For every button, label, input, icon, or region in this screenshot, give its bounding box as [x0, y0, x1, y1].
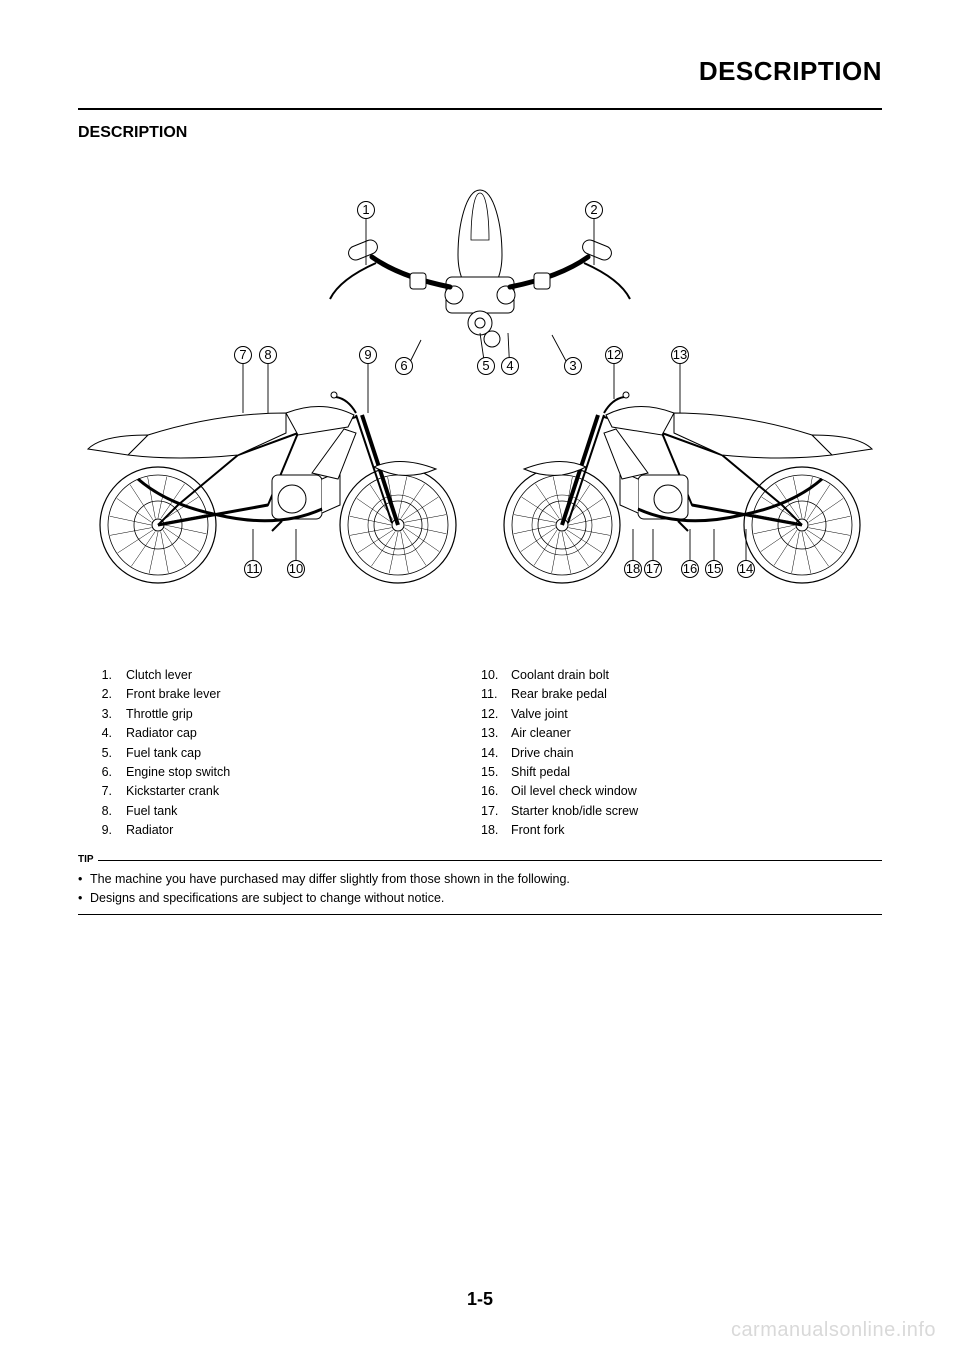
svg-text:9: 9: [364, 347, 371, 362]
callout-10: 10: [288, 529, 305, 578]
section-heading: DESCRIPTION: [78, 124, 187, 142]
legend: 1.Clutch lever2.Front brake lever3.Throt…: [96, 666, 866, 840]
legend-item: 9.Radiator: [96, 821, 481, 840]
callout-12: 12: [606, 347, 623, 400]
legend-text: Front fork: [511, 821, 565, 840]
tip-bullet: •Designs and specifications are subject …: [78, 889, 882, 908]
legend-num: 15.: [481, 763, 511, 782]
legend-text: Shift pedal: [511, 763, 570, 782]
diagram: 127896543121311101817161514: [78, 165, 882, 645]
legend-text: Front brake lever: [126, 685, 220, 704]
legend-item: 17.Starter knob/idle screw: [481, 802, 866, 821]
callout-18: 18: [625, 529, 642, 578]
tip-bullet: •The machine you have purchased may diff…: [78, 870, 882, 889]
legend-num: 18.: [481, 821, 511, 840]
legend-text: Drive chain: [511, 744, 574, 763]
legend-item: 8.Fuel tank: [96, 802, 481, 821]
svg-text:1: 1: [362, 202, 369, 217]
legend-item: 16.Oil level check window: [481, 782, 866, 801]
callout-17: 17: [645, 529, 662, 578]
legend-text: Engine stop switch: [126, 763, 230, 782]
legend-num: 10.: [481, 666, 511, 685]
svg-text:11: 11: [246, 561, 260, 576]
callout-7: 7: [235, 347, 252, 414]
legend-item: 12.Valve joint: [481, 705, 866, 724]
page-title-right: DESCRIPTION: [699, 56, 882, 87]
legend-text: Radiator: [126, 821, 173, 840]
svg-text:14: 14: [739, 561, 753, 576]
callout-15: 15: [706, 529, 723, 578]
legend-num: 12.: [481, 705, 511, 724]
callout-4: 4: [502, 333, 519, 375]
legend-num: 6.: [96, 763, 126, 782]
legend-num: 1.: [96, 666, 126, 685]
svg-text:10: 10: [289, 561, 303, 576]
tip-label: TIP: [78, 854, 98, 865]
svg-text:4: 4: [506, 358, 513, 373]
legend-text: Oil level check window: [511, 782, 637, 801]
callout-8: 8: [260, 347, 277, 414]
legend-item: 6.Engine stop switch: [96, 763, 481, 782]
svg-text:15: 15: [707, 561, 721, 576]
callout-6: 6: [396, 340, 422, 375]
legend-num: 13.: [481, 724, 511, 743]
legend-num: 16.: [481, 782, 511, 801]
svg-text:7: 7: [239, 347, 246, 362]
legend-num: 17.: [481, 802, 511, 821]
svg-text:5: 5: [482, 358, 489, 373]
callout-13: 13: [672, 347, 689, 414]
page-number: 1-5: [0, 1289, 960, 1310]
legend-text: Air cleaner: [511, 724, 571, 743]
svg-text:16: 16: [683, 561, 697, 576]
legend-item: 14.Drive chain: [481, 744, 866, 763]
legend-text: Kickstarter crank: [126, 782, 219, 801]
svg-text:18: 18: [626, 561, 640, 576]
svg-text:2: 2: [590, 202, 597, 217]
legend-num: 8.: [96, 802, 126, 821]
legend-text: Clutch lever: [126, 666, 192, 685]
legend-text: Fuel tank cap: [126, 744, 201, 763]
svg-text:6: 6: [400, 358, 407, 373]
tip-rule-bottom: [78, 914, 882, 915]
watermark: carmanualsonline.info: [731, 1319, 936, 1342]
legend-item: 4.Radiator cap: [96, 724, 481, 743]
legend-item: 5.Fuel tank cap: [96, 744, 481, 763]
svg-text:12: 12: [607, 347, 621, 362]
legend-num: 14.: [481, 744, 511, 763]
legend-item: 3.Throttle grip: [96, 705, 481, 724]
legend-text: Valve joint: [511, 705, 568, 724]
legend-num: 4.: [96, 724, 126, 743]
legend-text: Starter knob/idle screw: [511, 802, 638, 821]
svg-text:3: 3: [569, 358, 576, 373]
legend-item: 2.Front brake lever: [96, 685, 481, 704]
legend-num: 5.: [96, 744, 126, 763]
tip-block: TIP •The machine you have purchased may …: [78, 854, 882, 915]
legend-text: Rear brake pedal: [511, 685, 607, 704]
legend-num: 2.: [96, 685, 126, 704]
legend-item: 15.Shift pedal: [481, 763, 866, 782]
legend-num: 7.: [96, 782, 126, 801]
legend-num: 11.: [481, 685, 511, 704]
svg-text:8: 8: [264, 347, 271, 362]
legend-text: Throttle grip: [126, 705, 193, 724]
legend-item: 1.Clutch lever: [96, 666, 481, 685]
legend-item: 18.Front fork: [481, 821, 866, 840]
legend-num: 3.: [96, 705, 126, 724]
callout-11: 11: [245, 529, 262, 578]
rule-top: [78, 108, 882, 110]
legend-text: Coolant drain bolt: [511, 666, 609, 685]
legend-text: Fuel tank: [126, 802, 177, 821]
legend-item: 10.Coolant drain bolt: [481, 666, 866, 685]
legend-num: 9.: [96, 821, 126, 840]
svg-text:13: 13: [673, 347, 687, 362]
callout-3: 3: [552, 335, 582, 375]
legend-item: 11.Rear brake pedal: [481, 685, 866, 704]
svg-text:17: 17: [646, 561, 660, 576]
legend-item: 13.Air cleaner: [481, 724, 866, 743]
legend-item: 7.Kickstarter crank: [96, 782, 481, 801]
callout-16: 16: [682, 529, 699, 578]
callout-9: 9: [360, 347, 377, 414]
legend-text: Radiator cap: [126, 724, 197, 743]
tip-rule-top: [78, 860, 882, 861]
